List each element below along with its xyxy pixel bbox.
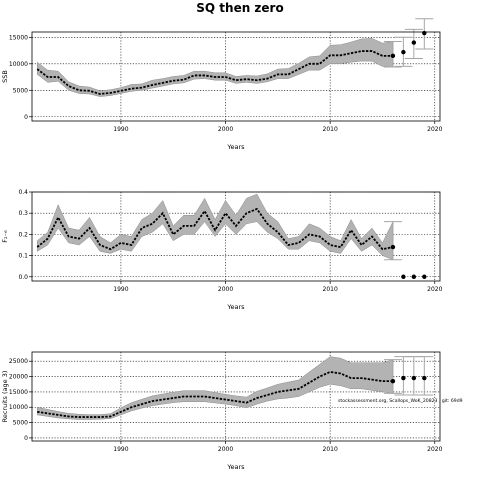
x-tick-label: 2000: [218, 126, 233, 133]
y-tick-label: 0: [24, 435, 28, 442]
forecast-point: [401, 274, 406, 279]
y-axis-label: SSB: [1, 70, 9, 83]
x-tick-label: 2000: [218, 286, 233, 293]
y-tick-label: 10000: [9, 404, 28, 411]
estimate-line: [36, 50, 393, 95]
y-tick-label: 0.4: [18, 189, 28, 196]
x-tick-label: 2020: [427, 286, 442, 293]
axes-frame: [31, 31, 441, 122]
y-tick-label: 0.0: [18, 274, 28, 281]
fishing-mortality-panel: 1990 2000 2010 2020 0.0 0.1 0.2 0.3 0.4 Years F₂₋₆: [1, 189, 443, 311]
source-note: stockassessment.org, Scallops_WoK_20823 …: [338, 398, 463, 404]
y-tick-label: 0.1: [18, 253, 28, 260]
last-year-point: [390, 53, 396, 59]
confidence-band: [36, 356, 394, 420]
y-tick-label: 5000: [13, 420, 28, 427]
confidence-band: [36, 193, 394, 261]
x-tick-label: 2020: [427, 446, 442, 453]
y-tick-label: 0.3: [18, 210, 28, 217]
ssb-panel: 1990 2000 2010 2020 0 5000 10000 15000 Years SSB: [1, 18, 443, 151]
x-tick-label: 2010: [323, 446, 338, 453]
forecast-point: [411, 40, 417, 45]
x-axis-label: Years: [226, 463, 245, 471]
x-tick-label: 1990: [113, 446, 128, 453]
forecast-point: [422, 30, 427, 36]
forecast-point: [422, 274, 427, 279]
y-tick-label: 25000: [9, 358, 28, 365]
figure-title: SQ then zero: [196, 1, 283, 15]
x-tick-label: 2020: [427, 126, 442, 133]
x-tick-label: 2010: [323, 286, 338, 293]
forecast-point: [411, 274, 417, 279]
x-axis-label: Years: [226, 303, 245, 311]
axes-frame: [31, 191, 441, 282]
y-tick-label: 0.2: [18, 231, 28, 238]
forecast-point: [401, 375, 406, 381]
y-tick-label: 10000: [9, 61, 28, 68]
y-axis-label: F₂₋₆: [1, 230, 9, 243]
y-tick-label: 0: [24, 114, 28, 121]
x-axis-label: Years: [226, 143, 245, 151]
y-tick-label: 15000: [9, 389, 28, 396]
x-tick-label: 1990: [113, 126, 128, 133]
axes-frame: [31, 351, 441, 442]
forecast-point: [422, 375, 427, 381]
confidence-band: [36, 38, 394, 97]
x-tick-label: 1990: [113, 286, 128, 293]
forecast-point: [411, 375, 417, 381]
y-tick-label: 20000: [9, 374, 28, 381]
recruits-panel: 1990 2000 2010 2020 0 5000 10000 15000 20000 2500…: [1, 351, 443, 471]
estimate-line: [36, 207, 394, 251]
y-tick-label: 15000: [9, 34, 28, 41]
x-tick-label: 2010: [323, 126, 338, 133]
last-year-point: [390, 378, 396, 384]
y-axis-label: Recruits (age 3): [1, 371, 9, 423]
x-tick-label: 2000: [218, 446, 233, 453]
y-tick-label: 5000: [13, 87, 28, 94]
forecast-point: [401, 49, 406, 55]
last-year-point: [390, 244, 396, 250]
